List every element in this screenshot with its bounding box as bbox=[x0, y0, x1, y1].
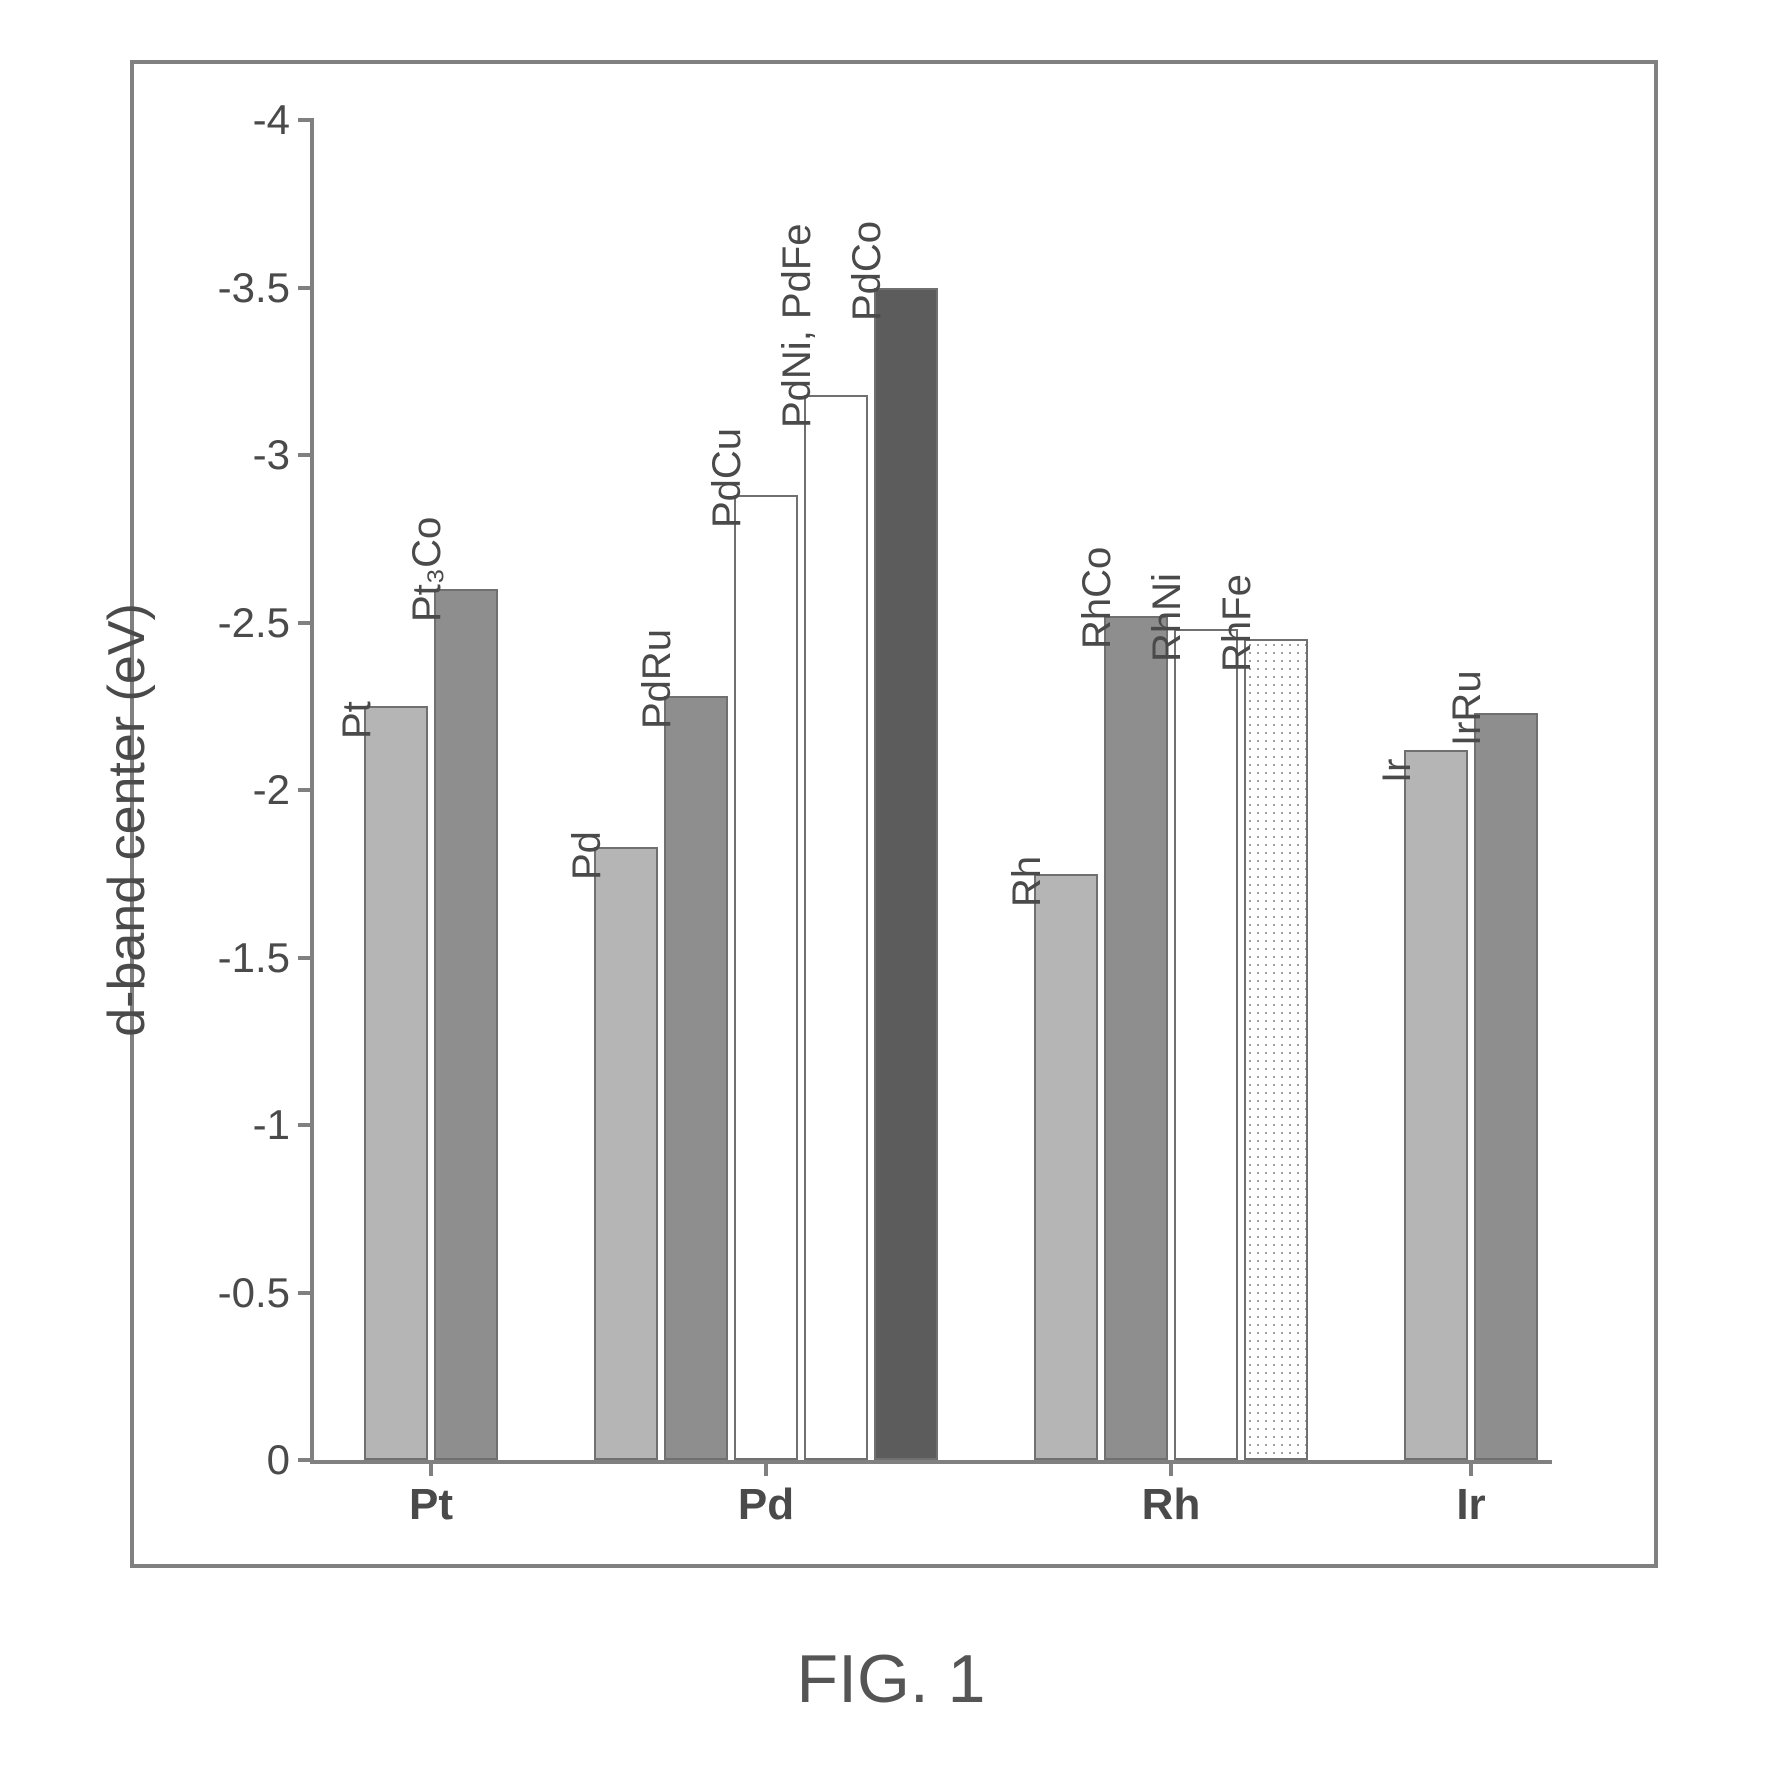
y-tick bbox=[298, 453, 314, 457]
y-tick bbox=[298, 788, 314, 792]
bar bbox=[364, 706, 428, 1460]
bar-label: RhFe bbox=[1215, 574, 1260, 672]
bar bbox=[1034, 874, 1098, 1460]
bar-label: PdCo bbox=[845, 220, 890, 320]
x-tick bbox=[1169, 1460, 1173, 1476]
y-tick-label: 0 bbox=[267, 1436, 290, 1484]
y-tick-label: -3.5 bbox=[218, 264, 290, 312]
bar bbox=[804, 395, 868, 1460]
bar-label: PdRu bbox=[635, 629, 680, 729]
y-tick-label: -2.5 bbox=[218, 599, 290, 647]
y-tick bbox=[298, 1291, 314, 1295]
y-tick bbox=[298, 621, 314, 625]
bar bbox=[734, 495, 798, 1460]
bar bbox=[1244, 639, 1308, 1460]
bar bbox=[594, 847, 658, 1460]
figure-caption: FIG. 1 bbox=[797, 1640, 986, 1718]
y-tick bbox=[298, 1123, 314, 1127]
bar-label: IrRu bbox=[1445, 670, 1490, 746]
y-tick-label: -4 bbox=[253, 96, 290, 144]
bar-chart: 0-0.5-1-1.5-2-2.5-3-3.5-4PtPt₃CoPtPdPdRu… bbox=[310, 120, 1552, 1464]
y-tick-label: -3 bbox=[253, 431, 290, 479]
y-tick-label: -0.5 bbox=[218, 1269, 290, 1317]
y-tick-label: -1 bbox=[253, 1101, 290, 1149]
bar-label: RhCo bbox=[1075, 547, 1120, 649]
x-group-label: Rh bbox=[1142, 1480, 1201, 1530]
x-tick bbox=[764, 1460, 768, 1476]
bar-label: RhNi bbox=[1145, 573, 1190, 662]
bar bbox=[1474, 713, 1538, 1460]
bar-label: Pt bbox=[335, 701, 380, 739]
y-axis-label: d-band center (eV) bbox=[97, 603, 157, 1037]
y-tick bbox=[298, 286, 314, 290]
bar bbox=[1174, 629, 1238, 1460]
bar-label: Ir bbox=[1375, 758, 1420, 782]
y-tick bbox=[298, 1458, 314, 1462]
figure-page: 0 -0.5 -1 -1.5 -2 -2.5 -3 -3.5 -4 Pt Pt₃Co Pt Pd PdRu… bbox=[0, 0, 1782, 1789]
bar-label: Rh bbox=[1005, 856, 1050, 907]
bar-label: PdNi, PdFe bbox=[775, 223, 820, 428]
y-tick-label: -1.5 bbox=[218, 934, 290, 982]
bar bbox=[874, 288, 938, 1461]
y-tick-label: -2 bbox=[253, 766, 290, 814]
bar-label: PdCu bbox=[705, 428, 750, 528]
bar bbox=[1104, 616, 1168, 1460]
x-group-label: Ir bbox=[1456, 1480, 1485, 1530]
x-tick bbox=[429, 1460, 433, 1476]
bar-label: Pd bbox=[565, 831, 610, 880]
x-group-label: Pt bbox=[409, 1480, 453, 1530]
bar bbox=[1404, 750, 1468, 1460]
bar bbox=[664, 696, 728, 1460]
y-tick bbox=[298, 956, 314, 960]
x-group-label: Pd bbox=[738, 1480, 794, 1530]
bar-label: Pt₃Co bbox=[405, 517, 450, 622]
y-tick bbox=[298, 118, 314, 122]
x-tick bbox=[1469, 1460, 1473, 1476]
bar bbox=[434, 589, 498, 1460]
